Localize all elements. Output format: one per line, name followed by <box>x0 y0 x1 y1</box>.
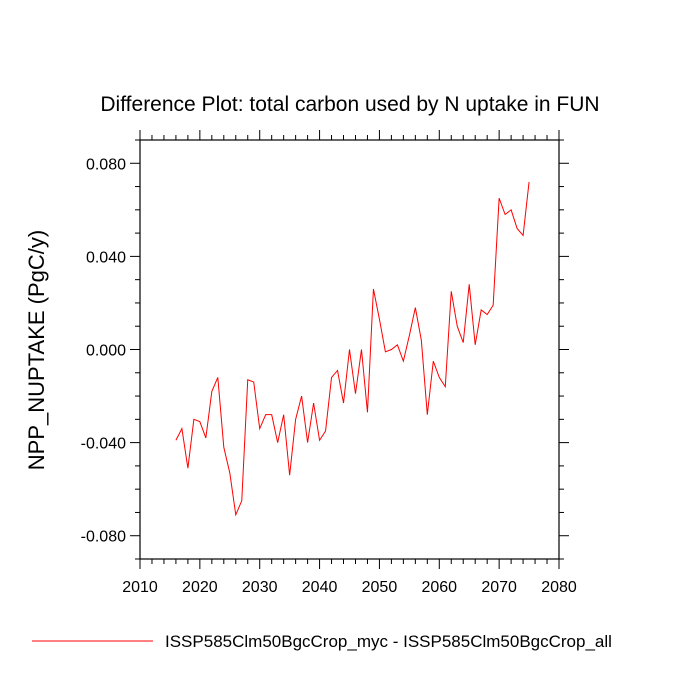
series-line <box>175 181 530 517</box>
x-tick-label: 2040 <box>302 579 338 596</box>
y-axis: -0.080 -0.040 0.000 0.040 0.080 <box>81 139 569 560</box>
y-axis-label: NPP_NUPTAKE (PgC/y) <box>24 230 49 470</box>
x-tick-label: 2020 <box>182 579 218 596</box>
x-tick-label: 2080 <box>541 579 577 596</box>
series-layer <box>175 181 530 517</box>
x-tick-label: 2070 <box>481 579 517 596</box>
x-tick-label: 2030 <box>242 579 278 596</box>
y-tick-label: 0.080 <box>86 156 126 173</box>
x-tick-label: 2050 <box>362 579 398 596</box>
x-tick-label: 2060 <box>421 579 457 596</box>
y-tick-label: 0.040 <box>86 249 126 266</box>
chart-title: Difference Plot: total carbon used by N … <box>100 93 599 116</box>
y-tick-label: -0.040 <box>81 436 126 453</box>
x-tick-label: 2010 <box>122 579 158 596</box>
legend: ISSP585Clm50BgcCrop_myc - ISSP585Clm50Bg… <box>32 632 612 651</box>
y-tick-label: 0.000 <box>86 343 126 360</box>
legend-label: ISSP585Clm50BgcCrop_myc - ISSP585Clm50Bg… <box>165 632 612 651</box>
y-tick-label: -0.080 <box>81 529 126 546</box>
x-axis: 2010 2020 2030 2040 2050 2060 2070 2080 <box>122 130 577 596</box>
